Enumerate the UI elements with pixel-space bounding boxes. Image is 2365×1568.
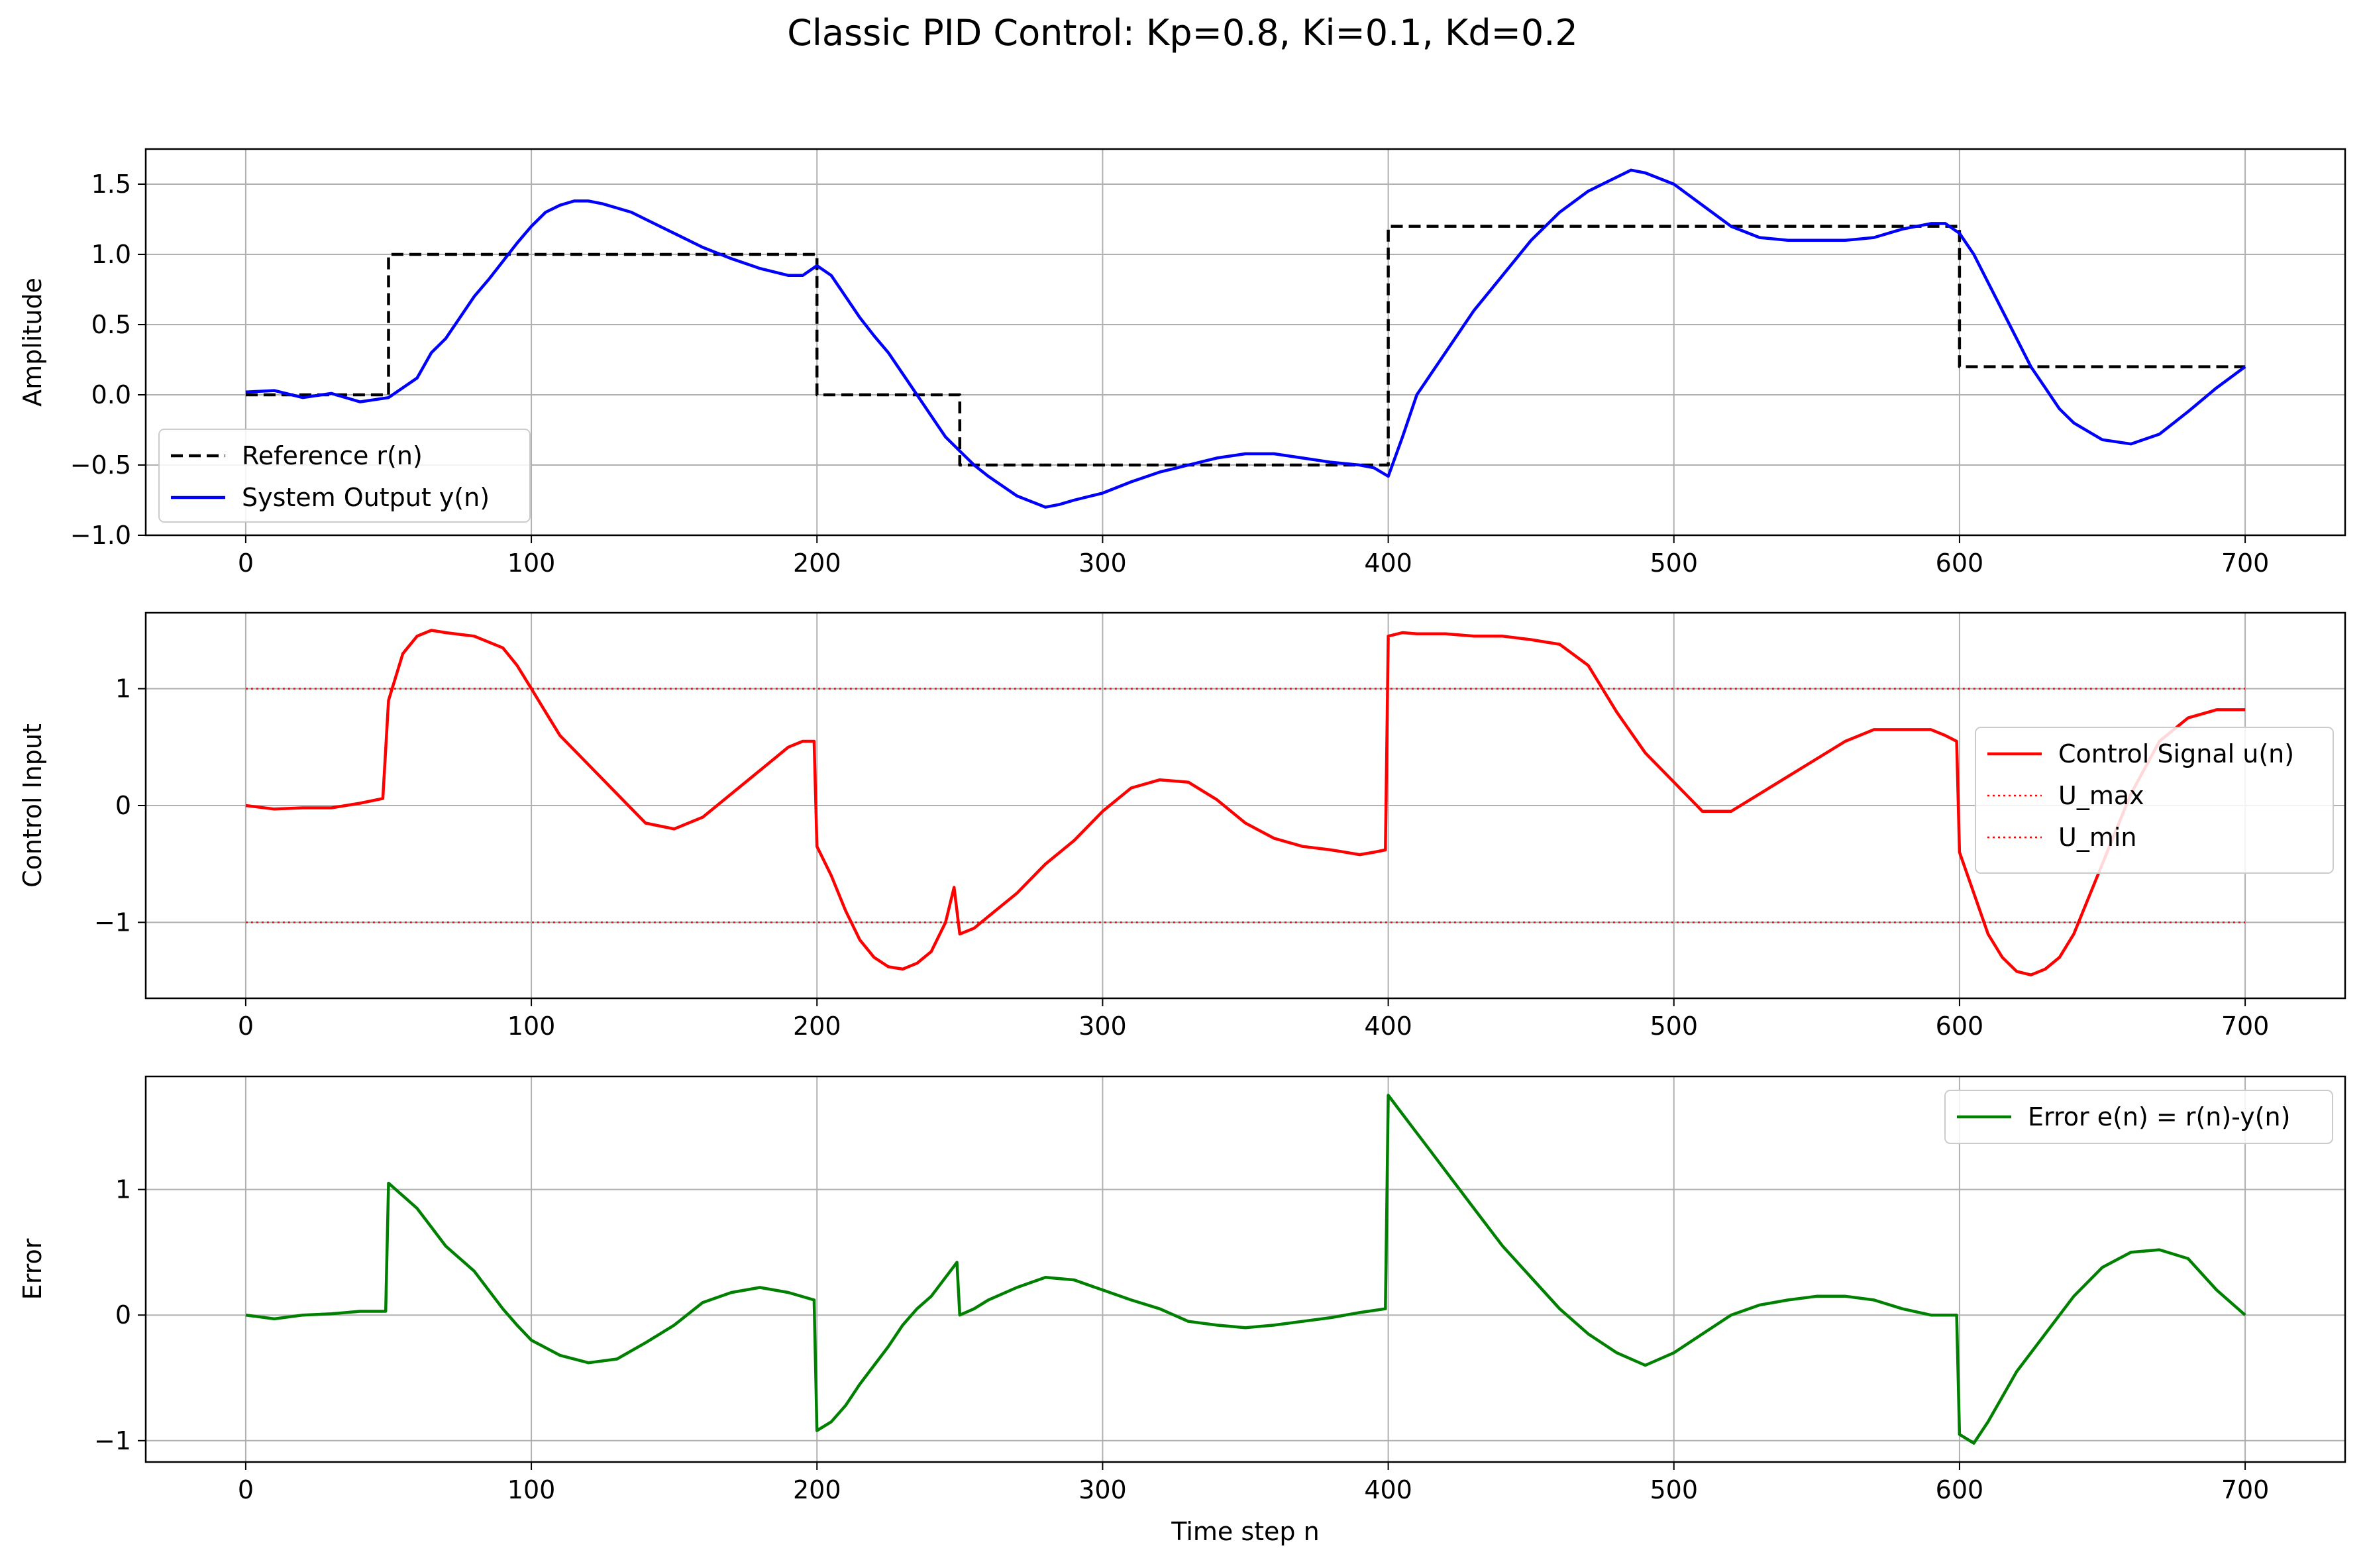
series-line-2 (245, 168, 2246, 509)
y-tick-label: 1.5 (91, 170, 131, 199)
axes-frame (144, 1075, 2346, 1463)
legend-box (1944, 1090, 2333, 1144)
series-line-1 (245, 629, 2246, 976)
y-tick-label: −0.5 (70, 450, 131, 480)
y-tick-label: 0 (115, 1300, 131, 1330)
y-tick-label: −1 (94, 1426, 131, 1455)
legend-box (1975, 727, 2334, 874)
y-tick-label: −1.0 (70, 521, 131, 550)
x-tick-label: 700 (2221, 1475, 2270, 1504)
legend-label-1: Error e(n) = r(n)-y(n) (2028, 1102, 2290, 1131)
x-tick-label: 100 (507, 549, 556, 578)
legend-label-2: U_max (2058, 781, 2144, 810)
subplot-3: 0 100 200 300 400 500 600 700 1 0 −1 Error Time step… (18, 1075, 2346, 1546)
subplot-2: 0 100 200 300 400 500 600 700 1 0 −1 Control Input C… (18, 611, 2346, 1041)
x-tick-label: 200 (793, 549, 841, 578)
y-tick-label: 0 (115, 791, 131, 820)
x-tick-label: 400 (1364, 1475, 1412, 1504)
x-tick-label: 400 (1364, 1012, 1412, 1041)
subplots: 0 100 200 300 400 500 600 7001.51.00.50.0−0.5−1… (18, 148, 2346, 1546)
x-tick-label: 100 (507, 1475, 556, 1504)
legend-label-3: U_min (2058, 823, 2136, 852)
x-tick-label: 500 (1650, 549, 1698, 578)
x-tick-label: 400 (1364, 549, 1412, 578)
legend-label-2: System Output y(n) (242, 483, 490, 512)
x-tick-label: 600 (1936, 1012, 1984, 1041)
x-tick-label: 500 (1650, 1475, 1698, 1504)
series-line-1 (245, 225, 2246, 467)
legend-box (158, 429, 531, 523)
y-tick-label: 0.0 (91, 380, 131, 409)
x-tick-label: 600 (1936, 1475, 1984, 1504)
x-tick-label: 500 (1650, 1012, 1698, 1041)
y-axis-label: Control Input (18, 723, 47, 888)
y-axis-label: Amplitude (18, 278, 47, 407)
figure-suptitle: Classic PID Control: Kp=0.8, Ki=0.1, Kd=… (787, 12, 1578, 54)
subplot-1: 0 100 200 300 400 500 600 700 1.5 1.0 0.5 0.0 −0.5 −1… (18, 148, 2346, 578)
legend-label-1: Control Signal u(n) (2058, 739, 2294, 768)
x-tick-label: 100 (507, 1012, 556, 1041)
y-tick-label: 1 (115, 1175, 131, 1204)
x-tick-label: 700 (2221, 1012, 2270, 1041)
y-tick-label: −1 (94, 908, 131, 937)
x-tick-label: 300 (1078, 549, 1127, 578)
y-tick-label: 0.5 (91, 310, 131, 339)
y-axis-label: Error (18, 1238, 47, 1300)
x-tick-label: 600 (1936, 549, 1984, 578)
x-tick-label: 0 (238, 549, 254, 578)
x-tick-label: 0 (238, 1475, 254, 1504)
x-tick-label: 200 (793, 1012, 841, 1041)
x-tick-label: 200 (793, 1475, 841, 1504)
y-tick-label: 1.0 (91, 240, 131, 269)
axes-frame (144, 148, 2346, 537)
x-tick-label: 700 (2221, 549, 2270, 578)
x-tick-label: 300 (1078, 1012, 1127, 1041)
x-tick-label: 300 (1078, 1475, 1127, 1504)
y-tick-label: 1 (115, 674, 131, 704)
x-tick-label: 0 (238, 1012, 254, 1041)
legend-label-1: Reference r(n) (242, 441, 423, 470)
x-axis-label: Time step n (1171, 1517, 1319, 1546)
series-line-1 (245, 1094, 2246, 1445)
